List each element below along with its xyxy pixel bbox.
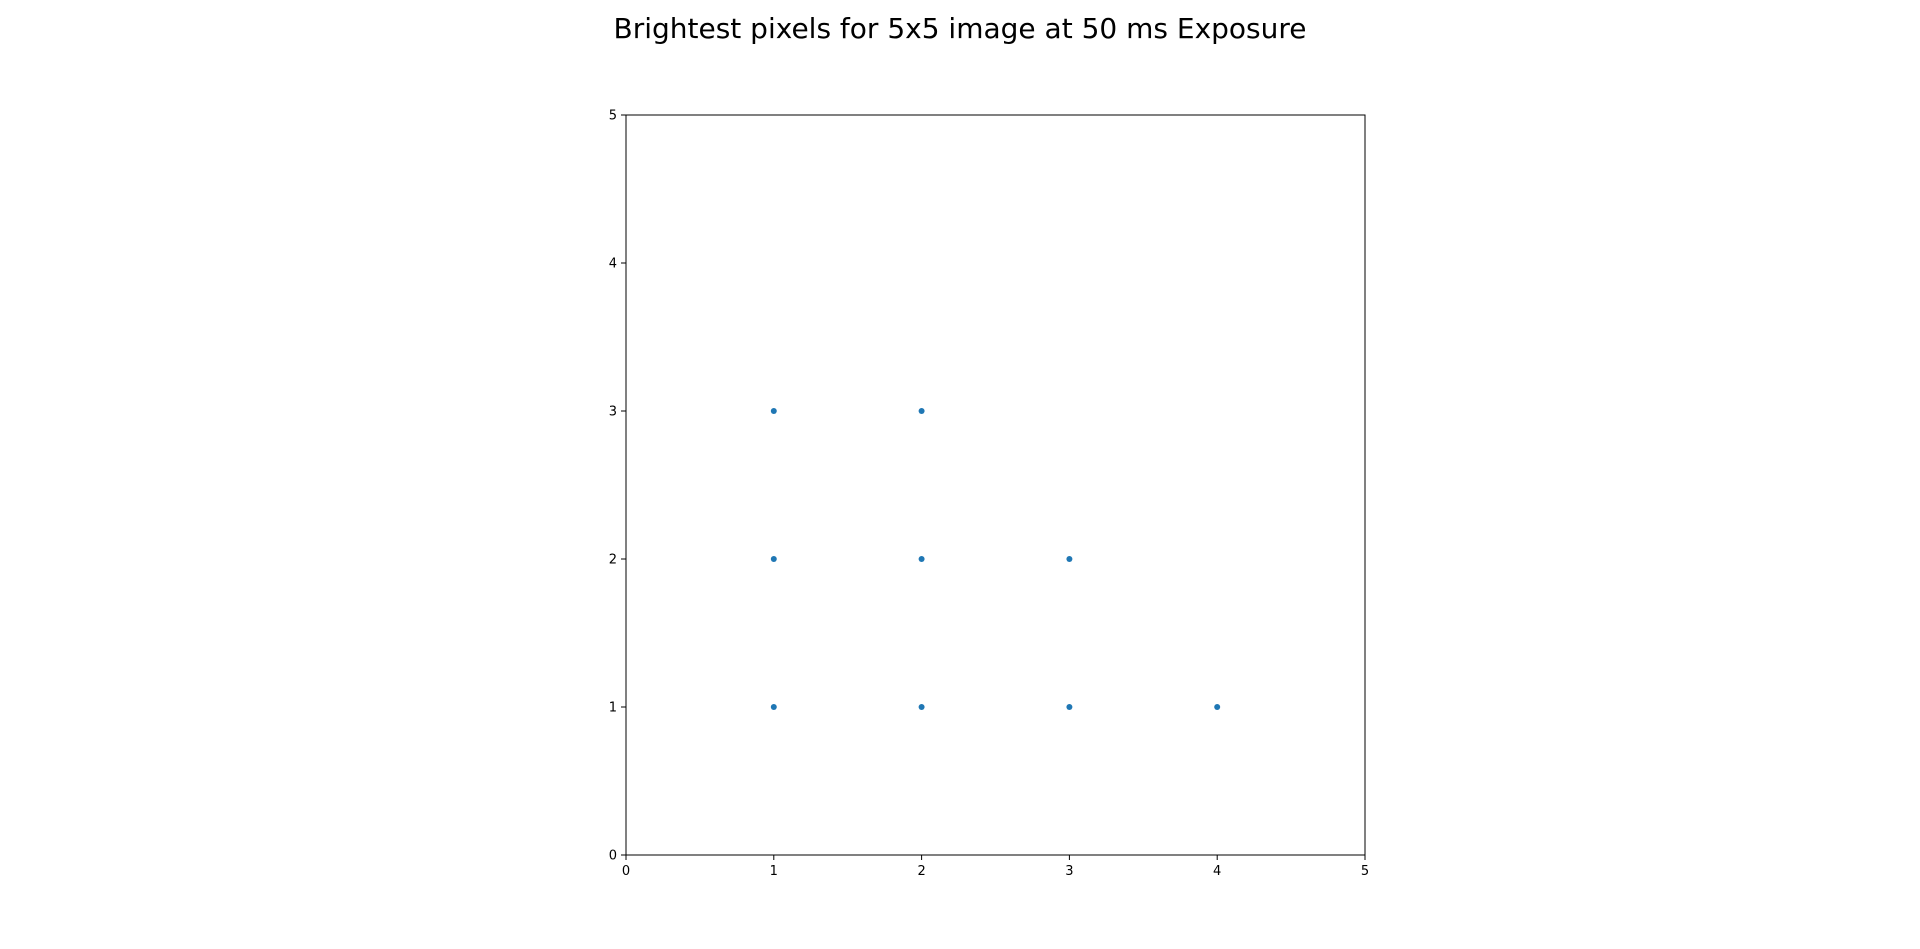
data-point [770,704,777,710]
x-tick-label: 5 [1361,864,1369,879]
plot-frame [625,114,1366,856]
y-tick-label: 2 [609,553,617,568]
data-point [918,408,925,414]
x-tick-label: 1 [770,864,778,879]
x-axis-ticks: 0 1 2 3 4 5 [622,855,1369,879]
x-tick-label: 3 [1065,864,1073,879]
axes [625,114,1366,856]
y-tick-label: 5 [609,109,617,124]
chart-title: Brightest pixels for 5x5 image at 50 ms … [613,12,1307,45]
x-tick-label: 2 [917,864,925,879]
y-axis-ticks: 0 1 2 3 4 5 [609,109,626,864]
data-point [770,408,777,414]
y-tick-label: 1 [609,701,617,716]
x-tick-label: 4 [1213,864,1221,879]
y-tick-label: 0 [609,849,617,864]
data-points [770,408,1221,710]
y-tick-label: 3 [609,405,617,420]
data-point [918,556,925,562]
data-point [1066,556,1073,562]
y-tick-label: 4 [609,257,617,272]
x-tick-label: 0 [622,864,630,879]
data-point [1214,704,1221,710]
data-point [918,704,925,710]
data-point [770,556,777,562]
data-point [1066,704,1073,710]
